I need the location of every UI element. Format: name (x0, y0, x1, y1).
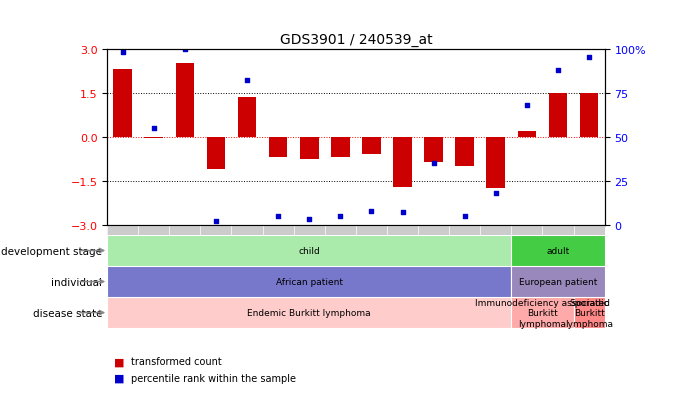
Bar (238, 98, 256, 138)
Point (459, 213, 470, 220)
Bar (486, 138, 505, 188)
Bar (362, 138, 381, 155)
Text: child: child (299, 247, 320, 255)
Point (242, 78, 253, 85)
Bar (113, 70, 132, 138)
Bar (424, 138, 443, 162)
Bar (107, 297, 511, 328)
Bar (207, 138, 225, 169)
Point (210, 218, 221, 225)
Bar (511, 297, 574, 328)
Bar (176, 64, 194, 138)
Point (334, 213, 346, 220)
Point (117, 50, 129, 57)
Bar (300, 138, 319, 159)
Text: ■: ■ (114, 373, 124, 383)
Bar (511, 266, 605, 297)
Text: disease state: disease state (32, 308, 102, 318)
Point (272, 213, 283, 220)
Text: percentile rank within the sample: percentile rank within the sample (131, 373, 296, 383)
Point (521, 102, 532, 109)
Bar (107, 266, 511, 297)
Point (491, 190, 502, 197)
Point (179, 46, 190, 53)
Bar (549, 93, 567, 138)
Point (303, 216, 314, 223)
Bar (144, 138, 163, 139)
Point (366, 208, 377, 214)
Text: adult: adult (547, 247, 569, 255)
Point (583, 55, 594, 62)
Bar (518, 131, 536, 138)
Text: Immunodeficiency associated
Burkitt
lymphoma: Immunodeficiency associated Burkitt lymp… (475, 298, 610, 328)
Bar (107, 235, 511, 266)
Text: Sporadic
Burkitt
lymphoma: Sporadic Burkitt lymphoma (565, 298, 613, 328)
Text: ■: ■ (114, 356, 124, 366)
Text: development stage: development stage (1, 246, 102, 256)
Text: European patient: European patient (519, 278, 597, 286)
Text: transformed count: transformed count (131, 356, 222, 366)
Bar (511, 235, 605, 266)
Point (148, 125, 159, 132)
Title: GDS3901 / 240539_at: GDS3901 / 240539_at (280, 33, 432, 47)
Bar (269, 138, 287, 158)
Text: African patient: African patient (276, 278, 343, 286)
Bar (393, 138, 412, 187)
Point (552, 67, 563, 74)
Point (428, 160, 439, 167)
Point (397, 209, 408, 216)
Text: Endemic Burkitt lymphoma: Endemic Burkitt lymphoma (247, 309, 371, 317)
Bar (574, 297, 605, 328)
Bar (580, 93, 598, 138)
Bar (331, 138, 350, 158)
Bar (455, 138, 474, 166)
Text: individual: individual (51, 277, 102, 287)
